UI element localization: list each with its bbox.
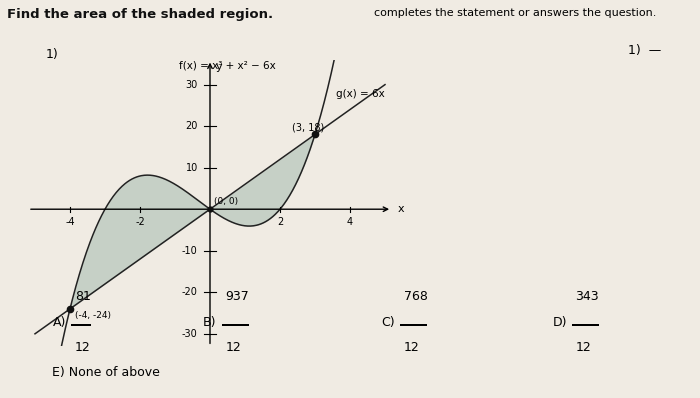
Text: 20: 20 [186,121,198,131]
Text: completes the statement or answers the question.: completes the statement or answers the q… [374,8,657,18]
Text: y: y [216,62,222,72]
Text: 1): 1) [46,48,58,61]
Text: 12: 12 [75,341,90,355]
Text: B): B) [203,316,216,329]
Text: 4: 4 [347,217,353,227]
Text: 30: 30 [186,80,198,90]
Text: f(x) = x³ + x² − 6x: f(x) = x³ + x² − 6x [179,60,276,70]
Text: E) None of above: E) None of above [52,366,160,379]
Text: -10: -10 [182,246,198,256]
Text: Find the area of the shaded region.: Find the area of the shaded region. [7,8,273,21]
Text: 12: 12 [404,341,419,355]
Text: D): D) [553,316,568,329]
Text: (0, 0): (0, 0) [214,197,238,206]
Text: 12: 12 [575,341,591,355]
Text: A): A) [52,316,66,329]
Text: 1)  —: 1) — [629,44,662,57]
Text: -30: -30 [182,329,198,339]
Text: 937: 937 [225,290,249,303]
Text: (-4, -24): (-4, -24) [76,311,111,320]
Text: -2: -2 [135,217,145,227]
Text: 12: 12 [225,341,241,355]
Text: 2: 2 [277,217,283,227]
Text: C): C) [382,316,395,329]
Text: 768: 768 [404,290,428,303]
Text: -4: -4 [65,217,75,227]
Text: x: x [398,204,404,214]
Text: 343: 343 [575,290,599,303]
Text: 10: 10 [186,163,198,173]
Text: -20: -20 [182,287,198,297]
Text: 81: 81 [75,290,91,303]
Text: (3, 18): (3, 18) [293,122,325,133]
Text: g(x) = 6x: g(x) = 6x [336,89,385,99]
